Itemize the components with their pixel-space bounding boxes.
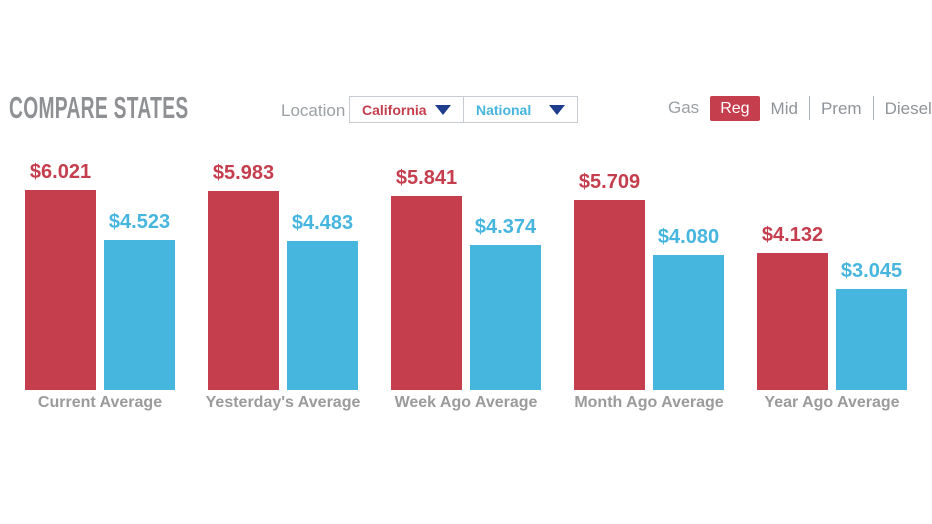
bar-value-label: $4.132 <box>761 224 824 246</box>
gas-option-mid[interactable]: Mid <box>770 98 798 118</box>
bar-value-label: $5.841 <box>395 167 458 189</box>
state-select[interactable]: California <box>350 97 463 122</box>
bar-value-label: $4.483 <box>291 212 354 234</box>
gas-option-diesel[interactable]: Diesel <box>884 98 932 118</box>
gas-grade-selector: Gas Reg Mid Prem Diesel <box>668 94 932 122</box>
bar-value-label: $5.709 <box>578 171 641 193</box>
bar-california-2 <box>391 196 462 390</box>
gas-label: Gas <box>668 98 700 117</box>
comparison-select[interactable]: National <box>463 97 577 122</box>
bar-california-3 <box>574 200 645 390</box>
location-label: Location <box>281 101 346 120</box>
bar-national-2 <box>470 245 541 390</box>
divider <box>808 96 810 120</box>
gas-option-prem[interactable]: Prem <box>820 98 862 118</box>
gas-option-reg[interactable]: Reg <box>710 95 760 121</box>
comparison-select-value: National <box>476 101 532 118</box>
chevron-down-icon <box>435 104 451 115</box>
bar-national-1 <box>287 241 358 390</box>
category-label: Current Average <box>37 394 163 411</box>
location-dropdown-group: California National <box>349 96 578 123</box>
bar-california-4 <box>757 253 828 390</box>
bar-national-4 <box>836 289 907 390</box>
bar-value-label: $4.523 <box>108 211 171 233</box>
bar-value-label: $4.374 <box>474 216 537 238</box>
bar-value-label: $5.983 <box>212 162 275 184</box>
divider <box>872 96 874 120</box>
bar-value-label: $6.021 <box>29 161 92 183</box>
category-label: Month Ago Average <box>574 394 724 411</box>
category-label: Year Ago Average <box>764 394 900 411</box>
bar-national-0 <box>104 240 175 390</box>
bar-national-3 <box>653 255 724 390</box>
bar-value-label: $4.080 <box>657 226 720 248</box>
state-select-value: California <box>362 101 427 118</box>
category-label: Yesterday's Average <box>205 394 361 411</box>
chevron-down-icon <box>549 104 565 115</box>
page-title: COMPARE STATES <box>9 90 189 125</box>
bar-value-label: $3.045 <box>840 260 903 282</box>
category-label: Week Ago Average <box>394 394 538 411</box>
bar-california-0 <box>25 190 96 390</box>
bar-california-1 <box>208 191 279 390</box>
